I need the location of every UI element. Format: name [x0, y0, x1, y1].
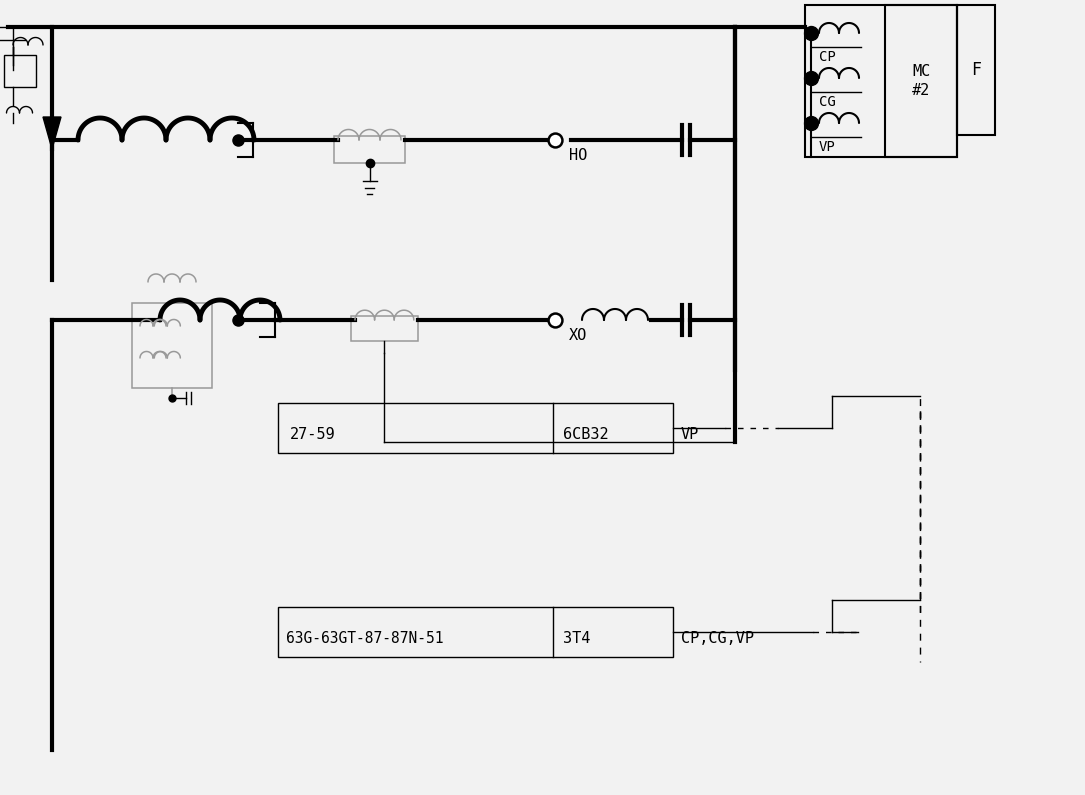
- Text: CP: CP: [819, 50, 835, 64]
- Text: 3T4: 3T4: [563, 631, 590, 646]
- Bar: [132, 303, 212, 388]
- Bar: [334, 136, 405, 163]
- Bar: [957, 5, 995, 135]
- Text: CG: CG: [819, 95, 835, 109]
- Bar: [352, 316, 418, 341]
- Text: HO: HO: [569, 148, 587, 163]
- Text: VP: VP: [819, 140, 835, 154]
- Text: 63G-63GT-87-87N-51: 63G-63GT-87-87N-51: [286, 631, 444, 646]
- Text: XO: XO: [569, 328, 587, 343]
- Bar: [278, 403, 673, 453]
- Text: VP: VP: [681, 427, 699, 442]
- Bar: [4, 55, 36, 87]
- Text: MC
#2: MC #2: [911, 64, 930, 98]
- Bar: [278, 607, 673, 657]
- Text: 27-59: 27-59: [290, 427, 335, 442]
- Text: F: F: [971, 61, 981, 79]
- Bar: [805, 5, 957, 157]
- Text: CP,CG,VP: CP,CG,VP: [681, 631, 754, 646]
- Text: 6CB32: 6CB32: [563, 427, 609, 442]
- Bar: [885, 5, 957, 157]
- Polygon shape: [43, 117, 61, 149]
